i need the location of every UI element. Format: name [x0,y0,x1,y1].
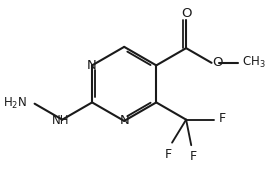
Text: F: F [219,112,226,125]
Text: N: N [119,114,129,127]
Text: O: O [181,7,191,20]
Text: F: F [165,148,172,161]
Text: NH: NH [52,114,70,127]
Text: CH$_3$: CH$_3$ [242,55,266,70]
Text: H$_2$N: H$_2$N [3,96,28,111]
Text: F: F [190,150,197,163]
Text: N: N [87,59,97,72]
Text: O: O [212,56,222,69]
